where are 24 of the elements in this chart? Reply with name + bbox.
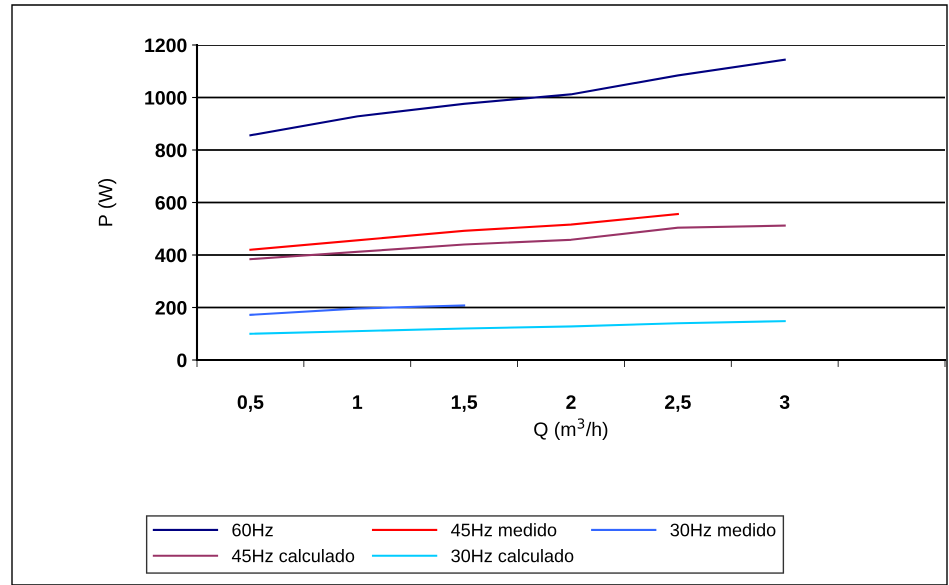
- x-tick-label: 1,5: [452, 395, 478, 412]
- line-series: [249, 224, 786, 260]
- x-tick-label: 3: [780, 395, 790, 410]
- y-tick-label: 0: [177, 353, 186, 368]
- line-series: [249, 58, 786, 136]
- legend-label: 60Hz: [232, 524, 273, 536]
- legend-label: 30Hz medido: [670, 523, 776, 536]
- x-axis-title: Q (m$^{3}$/h): [534, 418, 608, 440]
- line-series: [249, 320, 786, 335]
- x-tick-label: 2,5: [665, 395, 691, 412]
- x-tick-label: 1: [353, 395, 362, 409]
- y-tick-label: 800: [155, 143, 186, 158]
- legend-label: 45Hz calculado: [232, 548, 354, 562]
- y-axis-title: P (W): [98, 179, 116, 226]
- x-tick-label: 0,5: [238, 395, 264, 412]
- y-tick-label: 1000: [145, 90, 186, 105]
- legend-label: 30Hz calculado: [451, 548, 574, 562]
- legend-label: 45Hz medido: [451, 523, 556, 536]
- x-tick-label: 2: [566, 395, 576, 409]
- y-tick-label: 1200: [145, 38, 186, 52]
- y-tick-label: 200: [156, 300, 186, 315]
- line-series: [249, 213, 679, 251]
- y-tick-label: 600: [156, 196, 186, 210]
- y-tick-label: 400: [155, 248, 186, 262]
